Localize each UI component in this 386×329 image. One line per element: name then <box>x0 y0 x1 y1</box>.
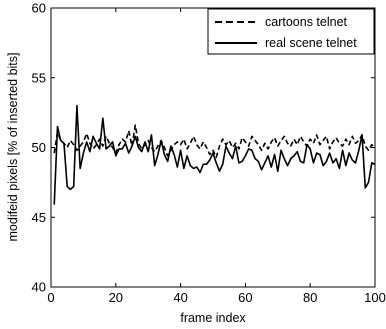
series-line-real-scene-telnet <box>53 104 376 205</box>
y-axis-label: modifeid pixels [% of inserted bits] <box>6 53 20 242</box>
series-layer <box>53 104 376 205</box>
legend: cartoons telnet real scene telnet <box>207 8 375 55</box>
x-axis-ticks: 0 20 40 60 80 100 <box>47 8 386 305</box>
x-tick-label: 60 <box>238 290 252 305</box>
series-line-cartoons-telnet <box>53 124 376 159</box>
y-tick-label: 50 <box>32 140 46 155</box>
y-tick-label: 40 <box>32 280 46 295</box>
y-tick-label: 60 <box>32 1 46 16</box>
x-tick-label: 100 <box>364 290 386 305</box>
legend-label-cartoons-telnet: cartoons telnet <box>265 15 348 29</box>
x-tick-label: 20 <box>109 290 123 305</box>
x-tick-label: 80 <box>303 290 317 305</box>
legend-label-real-scene-telnet: real scene telnet <box>265 36 357 50</box>
y-tick-label: 45 <box>32 210 46 225</box>
legend-box <box>207 8 375 55</box>
x-axis-label: frame index <box>180 311 246 325</box>
x-tick-label: 40 <box>173 290 187 305</box>
y-axis-ticks: 40 45 50 55 60 <box>32 1 375 295</box>
x-tick-label: 0 <box>47 290 54 305</box>
y-tick-label: 55 <box>32 70 46 85</box>
